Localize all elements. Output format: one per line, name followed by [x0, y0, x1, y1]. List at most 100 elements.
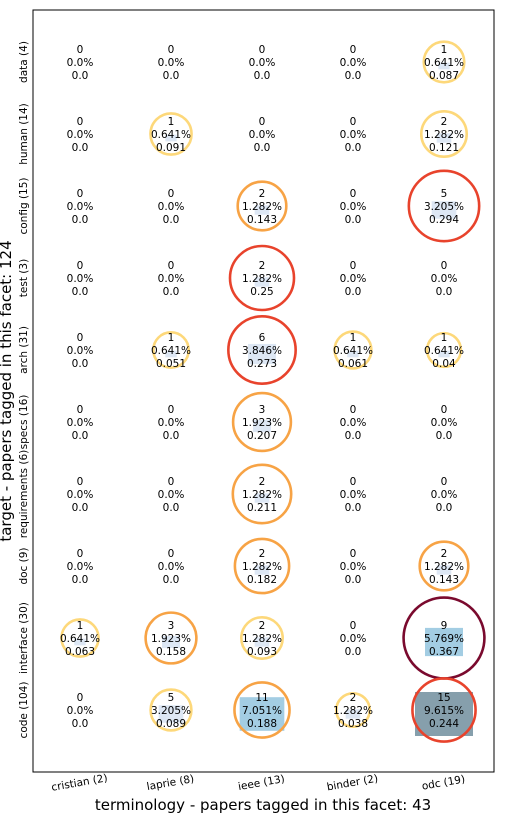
cell-label: 0.0	[72, 70, 89, 82]
cell-label: 2	[441, 116, 448, 128]
cell-ring	[333, 330, 373, 370]
cell-label: 0.0%	[158, 489, 185, 501]
cell-label: 2	[259, 620, 266, 632]
cell-label: 0	[77, 332, 84, 344]
cell-label: 2	[259, 548, 266, 560]
cell-label: 0.641%	[424, 345, 464, 357]
cell-label: 0.0	[436, 502, 453, 514]
cell-label: 0.0	[345, 70, 362, 82]
cell-square	[438, 62, 450, 70]
cell-label: 0.0	[345, 502, 362, 514]
cell-label: 6	[259, 332, 266, 344]
cell-label: 0.211	[247, 502, 277, 514]
x-tick-label: binder (2)	[326, 773, 379, 794]
cell-square	[253, 419, 271, 433]
cell-square	[239, 697, 285, 731]
cell-label: 0.0%	[67, 129, 94, 141]
cell-label: 0.091	[156, 142, 186, 154]
cell-label: 1.923%	[242, 417, 282, 429]
cell-label: 0.089	[156, 718, 186, 730]
cell-label: 3.205%	[151, 705, 191, 717]
cell-label: 0.121	[429, 142, 459, 154]
cell-label: 1	[441, 332, 448, 344]
cell-label: 0	[168, 404, 175, 416]
cell-label: 0.641%	[333, 345, 373, 357]
cell-square	[347, 350, 359, 358]
cell-square	[425, 627, 463, 657]
cell-label: 0.0	[72, 574, 89, 586]
cell-label: 0.0	[72, 718, 89, 730]
cell-label: 0.093	[247, 646, 277, 658]
cell-label: 0.087	[429, 70, 459, 82]
cell-label: 0.0	[163, 70, 180, 82]
y-tick-label: requirements (6)	[18, 450, 30, 538]
cell-label: 0	[350, 548, 357, 560]
y-tick-label: data (4)	[18, 41, 30, 83]
cell-label: 0.0	[163, 430, 180, 442]
cell-ring	[152, 331, 190, 369]
cell-label: 1	[77, 620, 84, 632]
cell-label: 5	[168, 692, 175, 704]
cell-label: 0.143	[247, 214, 277, 226]
cell-label: 0.0	[345, 646, 362, 658]
cell-ring	[144, 611, 198, 665]
cell-label: 0.038	[338, 718, 368, 730]
cell-square	[248, 343, 276, 365]
cell-label: 1.282%	[242, 561, 282, 573]
cell-label: 0.0%	[340, 57, 367, 69]
cell-label: 0.294	[429, 214, 459, 226]
cell-ring	[149, 112, 193, 156]
cell-label: 9.615%	[424, 705, 464, 717]
cell-label: 0	[77, 44, 84, 56]
cell-label: 0.0	[345, 286, 362, 298]
tick-labels: cristian (2) laprie (8) ieee (13) binder (2…	[18, 41, 466, 794]
cell-square	[436, 133, 452, 143]
cell-label: 0.04	[432, 358, 456, 370]
cell-label: 0.0	[72, 430, 89, 442]
cell-square	[415, 692, 473, 736]
cell-label: 2	[441, 548, 448, 560]
cell-label: 0	[350, 476, 357, 488]
cell-label: 0.0%	[158, 201, 185, 213]
cell-label: 0.0%	[67, 705, 94, 717]
plot-frame	[32, 9, 495, 773]
cell-label: 0.0	[254, 70, 271, 82]
cell-label: 3	[259, 404, 266, 416]
cell-ring	[407, 169, 481, 243]
cell-label: 0.0%	[431, 489, 458, 501]
cell-square	[254, 565, 270, 575]
cell-label: 0.0%	[340, 417, 367, 429]
y-tick-label: specs (16)	[18, 395, 30, 450]
y-tick-label: doc (9)	[18, 547, 30, 584]
cell-label: 0.0%	[67, 561, 94, 573]
cell-label: 0.0%	[340, 129, 367, 141]
cell-label: 3.205%	[424, 201, 464, 213]
cell-ring	[231, 391, 293, 453]
cell-label: 2	[350, 692, 357, 704]
cell-label: 2	[259, 188, 266, 200]
cell-label: 1	[350, 332, 357, 344]
cell-label: 7.051%	[242, 705, 282, 717]
cell-label: 0.641%	[424, 57, 464, 69]
cell-label: 5.769%	[424, 633, 464, 645]
cell-label: 0.0	[72, 214, 89, 226]
cell-label: 0.641%	[151, 129, 191, 141]
cell-square	[431, 201, 457, 219]
cell-label: 0.0%	[158, 57, 185, 69]
y-axis-title: target - papers tagged in this facet: 12…	[0, 240, 15, 541]
cell-label: 0	[441, 260, 448, 272]
cell-square	[345, 709, 361, 719]
cell-label: 0	[259, 44, 266, 56]
cell-ring	[149, 688, 193, 732]
cell-label: 1.282%	[424, 129, 464, 141]
cell-label: 0	[77, 188, 84, 200]
cell-label: 0.051	[156, 358, 186, 370]
cell-square	[165, 350, 177, 358]
cell-label: 0	[350, 404, 357, 416]
cell-label: 0.0%	[158, 561, 185, 573]
cell-label: 0	[77, 476, 84, 488]
cell-label: 0.0%	[249, 129, 276, 141]
x-tick-label: ieee (13)	[237, 773, 286, 793]
cell-label: 0.0%	[158, 417, 185, 429]
